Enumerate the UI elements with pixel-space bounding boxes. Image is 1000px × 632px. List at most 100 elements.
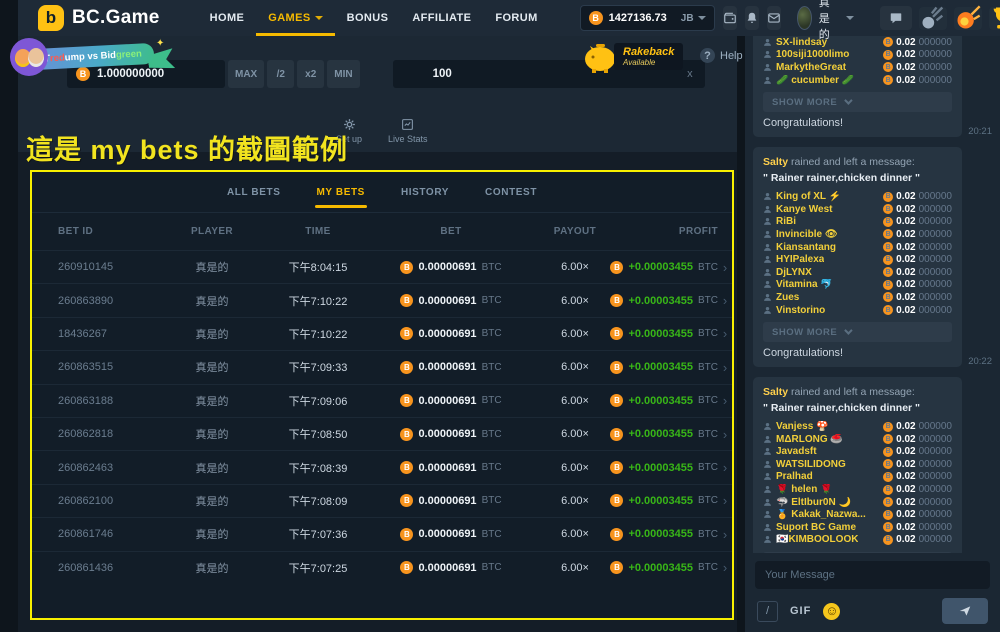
balance-pill[interactable]: B 1427136.73 JB	[579, 5, 715, 31]
nav-item[interactable]: HOME	[198, 0, 257, 36]
rain-sender[interactable]: Salty	[763, 386, 789, 399]
rain-recipient-row[interactable]: Vitamina 🐬 B 0.02 000000	[763, 279, 952, 292]
recipient-name[interactable]: Vinstorino	[776, 304, 826, 316]
send-button[interactable]	[942, 598, 988, 624]
row-chevron-icon[interactable]: ›	[722, 393, 728, 409]
rain-recipient-row[interactable]: Vanjess 🍄 B 0.02 000000	[763, 420, 952, 433]
rain-recipient-row[interactable]: Javadsft B 0.02 000000	[763, 446, 952, 459]
bet-quick-button[interactable]: /2	[267, 60, 295, 88]
setup-button[interactable]: Set up	[336, 118, 362, 144]
row-chevron-icon[interactable]: ›	[722, 359, 728, 375]
rain-recipient-row[interactable]: SX-lindsay B 0.02 000000	[763, 36, 952, 49]
fireball-feature-button[interactable]	[953, 5, 982, 30]
recipient-name[interactable]: 🥒 cucumber 🥒	[776, 74, 855, 86]
rakeback-badge[interactable]: Rakeback Available	[580, 38, 684, 74]
row-chevron-icon[interactable]: ›	[722, 259, 728, 275]
table-row[interactable]: 260862463 真是的 下午7:08:39 B 0.00000691 BTC…	[32, 450, 732, 483]
rain-recipient-row[interactable]: Zues B 0.02 000000	[763, 291, 952, 304]
slash-commands-button[interactable]: /	[757, 600, 778, 622]
rain-recipient-row[interactable]: 🌹 helen 🌹 B 0.02 000000	[763, 483, 952, 496]
brand-logo[interactable]: b BC.Game	[38, 5, 160, 31]
row-chevron-icon[interactable]: ›	[722, 326, 728, 342]
table-row[interactable]: 260863515 真是的 下午7:09:33 B 0.00000691 BTC…	[32, 350, 732, 383]
nav-item[interactable]: GAMES	[256, 0, 334, 36]
recipient-name[interactable]: HYIPalexa	[776, 254, 825, 266]
show-more-button[interactable]: SHOW MORE	[763, 322, 952, 343]
recipient-name[interactable]: 100siji1000limo	[776, 49, 850, 61]
row-chevron-icon[interactable]: ›	[722, 426, 728, 442]
chat-message-input[interactable]	[755, 561, 990, 589]
rain-recipient-row[interactable]: 🦈 EltIbur0N 🌙 B 0.02 000000	[763, 496, 952, 509]
recipient-name[interactable]: 🦈 EltIbur0N 🌙	[776, 496, 851, 508]
table-row[interactable]: 18436267 真是的 下午7:10:22 B 0.00000691 BTC …	[32, 316, 732, 350]
rain-recipient-row[interactable]: HYIPalexa B 0.02 000000	[763, 253, 952, 266]
rain-recipient-row[interactable]: 100siji1000limo B 0.02 000000	[763, 49, 952, 62]
gif-button[interactable]: GIF	[790, 605, 812, 617]
contest-feature-button[interactable]	[988, 6, 1000, 30]
rain-sender[interactable]: Salty	[763, 156, 789, 169]
currency-selector[interactable]: JB	[673, 13, 706, 24]
bet-quick-button[interactable]: MAX	[228, 60, 265, 88]
wallet-button[interactable]	[722, 6, 737, 30]
table-row[interactable]: 260861436 真是的 下午7:07:25 B 0.00000691 BTC…	[32, 550, 732, 584]
notifications-button[interactable]	[744, 6, 759, 30]
bet-quick-button[interactable]: x2	[297, 60, 325, 88]
rain-recipient-row[interactable]: Kanye West B 0.02 000000	[763, 203, 952, 216]
recipient-name[interactable]: Vanjess 🍄	[776, 421, 829, 433]
nav-item[interactable]: AFFILIATE	[400, 0, 483, 36]
rain-recipient-row[interactable]: Kiansantang B 0.02 000000	[763, 241, 952, 254]
recipient-name[interactable]: Vitamina 🐬	[776, 279, 833, 291]
bets-tab[interactable]: HISTORY	[400, 186, 450, 198]
table-row[interactable]: 260863188 真是的 下午7:09:06 B 0.00000691 BTC…	[32, 383, 732, 417]
table-row[interactable]: 260910145 真是的 下午8:04:15 B 0.00000691 BTC…	[32, 250, 732, 283]
recipient-name[interactable]: MΔRLONG 🥌	[776, 433, 843, 445]
recipient-name[interactable]: RiBi	[776, 216, 796, 228]
table-row[interactable]: 260863890 真是的 下午7:10:22 B 0.00000691 BTC…	[32, 283, 732, 316]
recipient-name[interactable]: Suport BC Game	[776, 521, 857, 533]
bets-tab[interactable]: MY BETS	[316, 172, 364, 213]
bets-tab[interactable]: CONTEST	[485, 186, 538, 198]
recipient-name[interactable]: 🇰🇷KIMBOOLOOK	[776, 534, 859, 546]
chat-toggle-button[interactable]	[879, 6, 912, 30]
rain-recipient-row[interactable]: Invincible 👁 B 0.02 000000	[763, 228, 952, 241]
rain-recipient-row[interactable]: RiBi B 0.02 000000	[763, 216, 952, 229]
rain-recipient-row[interactable]: DjLYNX B 0.02 000000	[763, 266, 952, 279]
recipient-name[interactable]: Kiansantang	[776, 241, 837, 253]
recipient-name[interactable]: MarkytheGreat	[776, 61, 847, 73]
row-chevron-icon[interactable]: ›	[722, 526, 728, 542]
row-chevron-icon[interactable]: ›	[722, 560, 728, 576]
rain-recipient-row[interactable]: MarkytheGreat B 0.02 000000	[763, 61, 952, 74]
recipient-name[interactable]: DjLYNX	[776, 266, 812, 278]
help-button[interactable]: ? Help	[700, 48, 743, 63]
rain-recipient-row[interactable]: MΔRLONG 🥌 B 0.02 000000	[763, 433, 952, 446]
bet-quick-button[interactable]: MIN	[327, 60, 360, 88]
recipient-name[interactable]: 🌹 helen 🌹	[776, 484, 833, 496]
rain-recipient-row[interactable]: King of XL ⚡ B 0.02 000000	[763, 190, 952, 203]
recipient-name[interactable]: Pralhad	[776, 471, 813, 483]
table-row[interactable]: 260862818 真是的 下午7:08:50 B 0.00000691 BTC…	[32, 416, 732, 450]
bets-tab[interactable]: ALL BETS	[226, 186, 281, 198]
rain-recipient-row[interactable]: Pralhad B 0.02 000000	[763, 471, 952, 484]
rain-recipient-row[interactable]: Vinstorino B 0.02 000000	[763, 304, 952, 317]
recipient-name[interactable]: WATSILIDONG	[776, 458, 846, 470]
table-row[interactable]: 260861746 真是的 下午7:07:36 B 0.00000691 BTC…	[32, 517, 732, 550]
row-chevron-icon[interactable]: ›	[722, 460, 728, 476]
rain-recipient-row[interactable]: 🏅 Kakak_Nazwa... B 0.02 000000	[763, 508, 952, 521]
recipient-name[interactable]: SX-lindsay	[776, 36, 828, 48]
show-more-button[interactable]: SHOW MORE	[763, 552, 952, 553]
emoji-button[interactable]: ☺	[823, 602, 841, 620]
rain-recipient-row[interactable]: 🥒 cucumber 🥒 B 0.02 000000	[763, 74, 952, 87]
recipient-name[interactable]: 🏅 Kakak_Nazwa...	[776, 509, 866, 521]
live-stats-button[interactable]: Live Stats	[388, 118, 428, 144]
mail-button[interactable]	[766, 6, 781, 30]
recipient-name[interactable]: Zues	[776, 291, 800, 303]
recipient-name[interactable]: King of XL ⚡	[776, 191, 842, 203]
row-chevron-icon[interactable]: ›	[722, 293, 728, 309]
user-menu[interactable]: 真是的	[796, 0, 854, 42]
recipient-name[interactable]: Javadsft	[776, 446, 817, 458]
nav-item[interactable]: BONUS	[335, 0, 401, 36]
rain-feature-button[interactable]	[918, 6, 947, 30]
show-more-button[interactable]: SHOW MORE	[763, 92, 952, 113]
rain-recipient-row[interactable]: Suport BC Game B 0.02 000000	[763, 521, 952, 534]
